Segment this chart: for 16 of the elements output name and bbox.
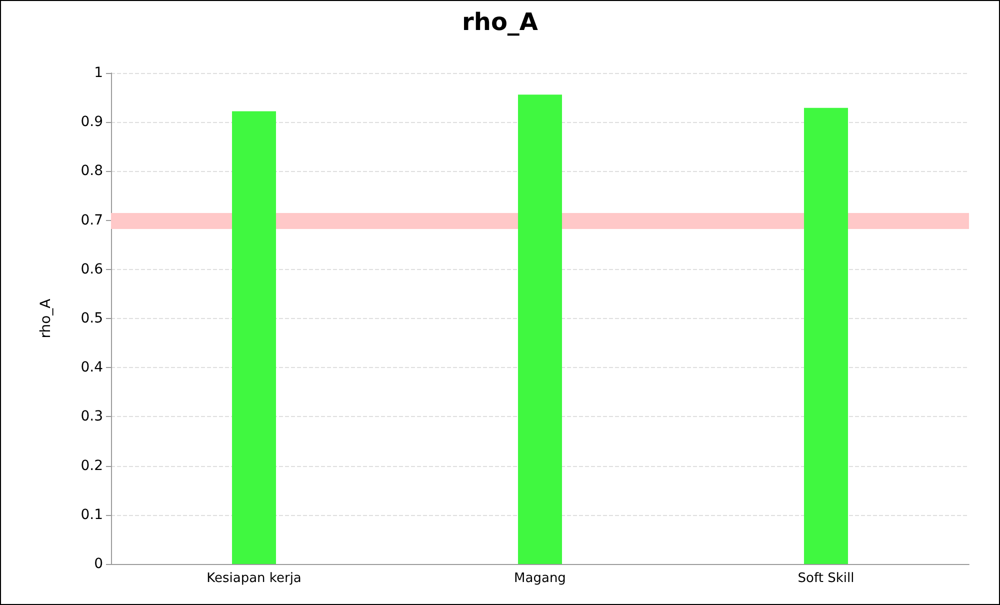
y-tick-label: 0.5: [80, 310, 103, 326]
x-tick-label: Magang: [514, 571, 566, 586]
x-tick-label: Soft Skill: [798, 571, 854, 586]
y-axis-title: rho_A: [38, 298, 54, 338]
y-tick-label: 0.9: [80, 114, 103, 130]
y-tick-label: 0.6: [80, 261, 104, 278]
x-tick-label: Kesiapan kerja: [206, 571, 302, 586]
y-tick-label: 0.8: [80, 163, 103, 180]
y-tick-label: 0.2: [80, 458, 103, 474]
y-tick-label: 0.7: [80, 212, 103, 228]
y-tick-label: 0.3: [80, 408, 103, 425]
y-tick-label: 0.4: [80, 360, 104, 376]
chart-title: rho_A: [462, 8, 538, 36]
y-tick-label: 0.1: [80, 506, 103, 523]
y-tick-label: 1: [94, 65, 103, 81]
y-tick-label: 0: [94, 556, 103, 572]
